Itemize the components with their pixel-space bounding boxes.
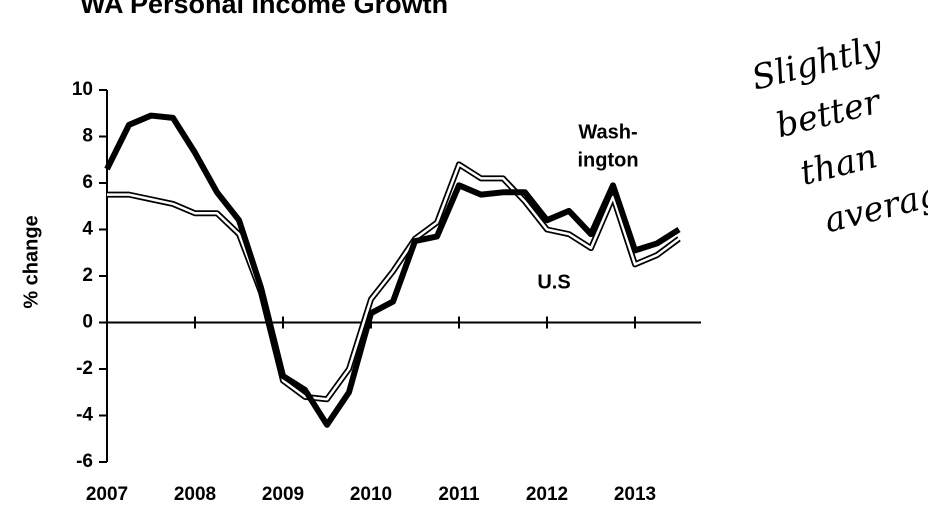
series-label: ington [577,149,638,171]
y-tick-label: 10 [72,79,93,100]
x-tick-label: 2007 [86,484,128,505]
note-line: than [796,136,881,194]
x-tick-label: 2011 [438,484,480,505]
x-tick-label: 2010 [350,484,392,505]
y-tick-label: 8 [82,126,93,147]
y-tick-label: -2 [76,358,93,379]
chart-title: WA Personal Income Growth [80,0,448,19]
series-line [107,161,681,403]
series-line-inner [107,163,680,401]
y-tick-label: -6 [76,451,93,472]
y-tick-label: -4 [76,405,93,426]
y-tick-label: 4 [82,219,93,240]
x-tick-label: 2013 [614,484,656,505]
series-line [104,112,681,428]
y-tick-label: 0 [82,312,93,333]
y-tick-label: 2 [82,265,93,286]
series-label: Wash- [578,121,637,143]
y-axis-label: % change [20,215,42,308]
x-tick-label: 2009 [262,484,304,505]
x-tick-label: 2008 [174,484,216,505]
y-tick-label: 6 [82,172,93,193]
x-tick-label: 2012 [526,484,568,505]
series-label: U.S [537,271,570,293]
